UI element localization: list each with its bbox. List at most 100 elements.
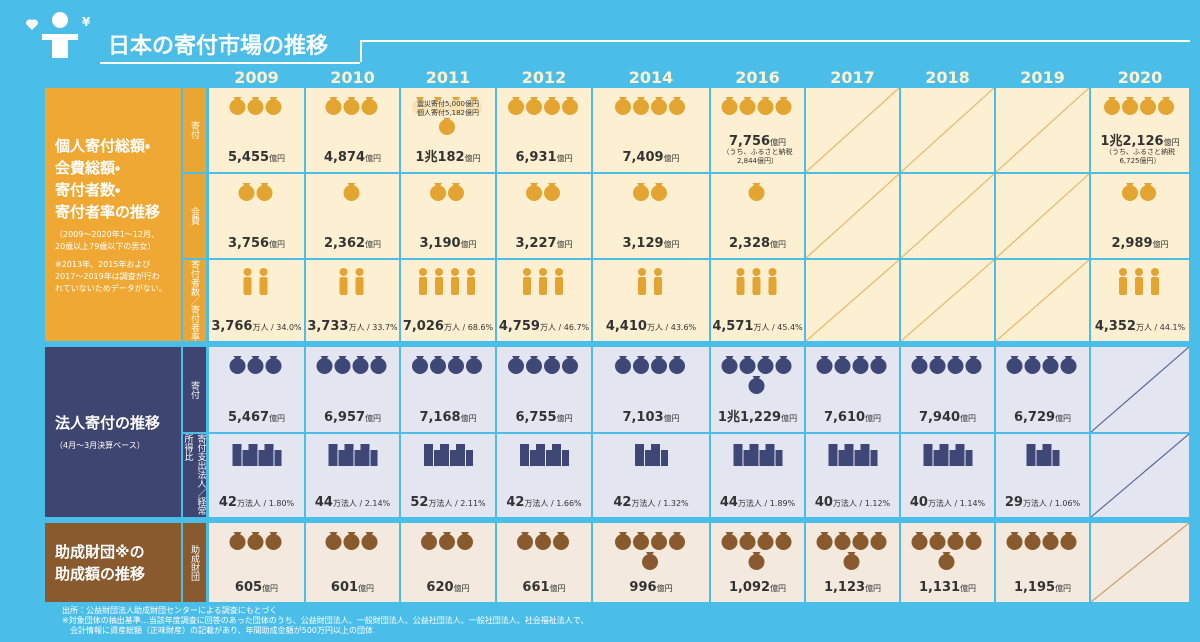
cell-text: 7,103億円 <box>593 406 709 425</box>
icon <box>325 534 342 550</box>
icon <box>1144 183 1152 186</box>
icon <box>651 358 667 374</box>
cell-text: 3,756億円 <box>209 232 304 251</box>
cell-graphics <box>901 88 994 172</box>
cell: 7,409億円 <box>593 88 709 172</box>
cell-graphics <box>996 174 1089 258</box>
section-title-line: 会費総額・ <box>55 158 121 177</box>
cell-unit: 万法人 / 1.06% <box>1022 499 1081 508</box>
cell-value: 40 <box>814 495 833 510</box>
icon <box>852 534 869 550</box>
cell-unit: 万法人 / 1.80% <box>236 499 295 508</box>
icon <box>233 532 242 535</box>
icon <box>645 450 652 466</box>
cell-value: 661 <box>522 580 550 595</box>
icon <box>743 97 752 100</box>
title-rule <box>360 40 362 62</box>
cell-value: 40 <box>909 495 928 510</box>
cell-unit: 億円 <box>269 240 286 249</box>
icon <box>1151 268 1159 276</box>
section-title: 助成財団※の 助成額の推移 <box>55 541 171 585</box>
icon <box>651 444 660 466</box>
section-title-line: 寄付者数・ <box>55 180 121 199</box>
icon <box>232 444 242 466</box>
cell <box>901 88 994 172</box>
icon <box>536 444 545 466</box>
cell-graphics <box>638 268 662 295</box>
icon <box>669 358 685 374</box>
cell-value: 1兆182 <box>415 150 465 165</box>
icon <box>775 358 792 374</box>
cell-text: 2,328億円 <box>711 232 804 251</box>
icon <box>820 532 829 535</box>
cell-graphics <box>419 268 475 295</box>
title: 日本の寄付市場の推移 <box>108 34 329 59</box>
icon <box>339 268 348 276</box>
cell <box>901 260 994 341</box>
cell-text: 2,362億円 <box>306 232 399 251</box>
icon <box>562 358 578 374</box>
cell: 4,352万人 / 44.1% <box>1091 260 1189 341</box>
icon <box>1064 356 1073 359</box>
cell-graphics <box>1006 532 1077 550</box>
icon <box>911 534 928 550</box>
year-header: 2016 <box>735 68 780 87</box>
icon <box>1024 534 1041 550</box>
icon <box>965 534 982 550</box>
icon <box>456 444 465 466</box>
icon <box>265 358 282 374</box>
icon <box>229 358 246 374</box>
icon <box>269 532 278 535</box>
cell-unit: 億円 <box>262 584 279 593</box>
section-note-line: 2017～2019年は調査が行わ <box>55 271 160 281</box>
icon <box>1042 534 1059 550</box>
cell-graphics <box>517 532 569 550</box>
cell-unit: 億円 <box>656 584 673 593</box>
icon <box>259 277 268 295</box>
icon <box>673 532 681 535</box>
icon <box>539 532 547 535</box>
cell-text: 42万法人 / 1.80% <box>209 491 304 510</box>
cell-text: 7,756億円 <box>711 130 804 149</box>
cell-text: 3,733万人 / 33.7% <box>306 315 399 334</box>
cell: 1,131億円 <box>901 523 994 602</box>
cell-text: 6,957億円 <box>306 406 399 425</box>
icon <box>1119 268 1127 276</box>
icon <box>243 268 252 276</box>
cell-graphics <box>229 97 282 115</box>
cell-graphics <box>325 97 378 115</box>
icon <box>562 99 578 115</box>
title-rule <box>360 40 1190 42</box>
cell: 2,328億円 <box>711 174 804 258</box>
cell-unit: 億円 <box>960 584 977 593</box>
icon <box>412 358 428 374</box>
icon <box>523 268 531 276</box>
cell-value: 3,190 <box>419 236 461 251</box>
icon <box>457 534 473 550</box>
icon <box>1122 99 1138 115</box>
cell <box>806 88 899 172</box>
cell-unit: 億円 <box>663 154 680 163</box>
icon <box>847 552 856 555</box>
cell-graphics <box>828 444 878 466</box>
cell-value: 605 <box>234 580 263 595</box>
cell-unit: 億円 <box>460 414 477 423</box>
row-label: 寄付支出法人／経常所得比 <box>182 434 206 517</box>
icon <box>655 532 663 535</box>
cell-value: 6,931 <box>515 150 557 165</box>
cell-unit: 億円 <box>269 154 286 163</box>
icon <box>752 183 761 186</box>
cell: 3,190億円 <box>401 174 495 258</box>
cell-value: 2,328 <box>728 236 771 251</box>
icon <box>654 277 662 295</box>
cell-value: 3,766 <box>211 319 253 334</box>
icon <box>419 277 427 295</box>
icon <box>548 97 556 100</box>
icon <box>736 277 745 295</box>
cell-text: 1兆182億円 <box>401 146 495 165</box>
icon <box>915 356 924 359</box>
cell-unit: 億円 <box>1163 138 1180 147</box>
icon <box>548 356 556 359</box>
icon <box>856 356 865 359</box>
